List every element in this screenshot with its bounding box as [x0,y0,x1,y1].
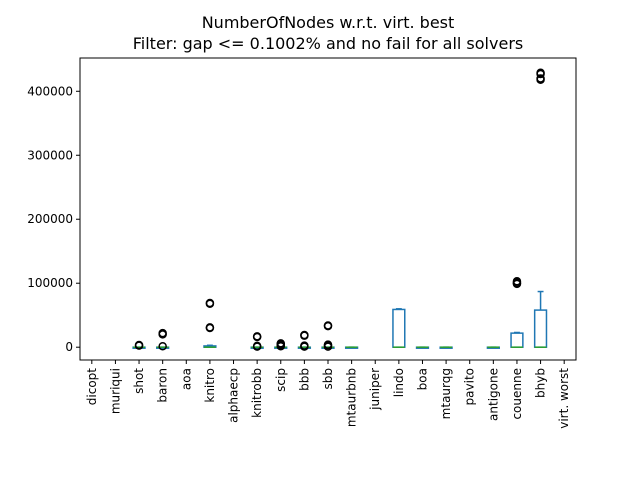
chart-subtitle: Filter: gap <= 0.1002% and no fail for a… [133,34,523,53]
x-tick-label: dicopt [85,368,99,406]
flier-point [158,330,167,339]
flier-point [276,341,286,351]
flier-point [134,341,144,350]
x-tick-label: mtaurqg [439,368,453,419]
x-tick-label: aoa [179,368,193,390]
y-tick-label: 300000 [27,148,73,162]
x-tick-label: antigone [486,368,500,421]
x-tick-label: knitro [203,368,217,403]
x-tick-label: baron [156,368,170,403]
box [533,309,548,348]
x-tick-label: shot [132,368,146,394]
x-tick-label: lindo [392,368,406,397]
x-tick-label: virt. worst [557,368,571,429]
y-tick-label: 100000 [27,276,73,290]
x-tick-label: sbb [321,368,335,390]
x-tick-label: bbb [297,368,311,391]
y-tick-label: 200000 [27,212,73,226]
flier-point [252,332,262,342]
box [510,332,524,348]
box [392,308,406,348]
flier-point [205,299,215,308]
x-tick-label: knitrobb [250,368,264,418]
flier-point [300,342,309,351]
plot-area: 0 100000 200000 300000 400000 dicopt muriqui sh… [27,68,571,429]
flier-point [536,75,545,85]
axes-frame [79,57,577,361]
y-tick-label: 400000 [27,84,73,98]
flier-point [205,323,215,333]
x-tick-label: bhyb [534,368,548,398]
x-tick-label: couenne [510,368,524,420]
flier-point [252,342,262,351]
x-tick-label: juniper [368,368,382,411]
x-tick-label: muriqui [108,368,122,414]
flier-point [158,341,167,351]
flier-point [512,279,522,289]
x-tick-label: boa [415,368,429,390]
flier-point [323,342,333,351]
x-tick-label: alphaecp [227,368,241,423]
flier-point [323,321,333,331]
x-tick-label: mtaurbnb [345,368,359,427]
x-tick-label: scip [274,368,288,392]
chart-title: NumberOfNodes w.r.t. virt. best [202,13,455,32]
y-tick-label: 0 [65,340,73,354]
flier-point [536,69,545,79]
flier-point [300,331,309,340]
x-tick-label: pavito [463,368,477,405]
